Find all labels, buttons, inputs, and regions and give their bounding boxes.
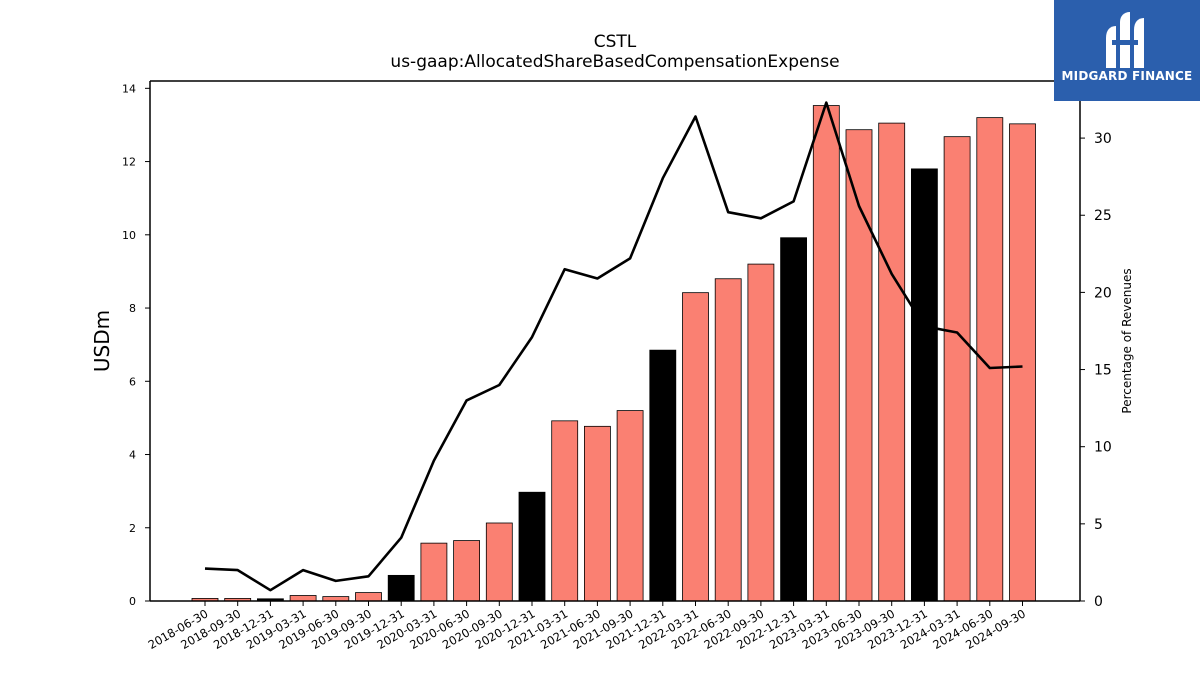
bar [420, 542, 448, 602]
bar [812, 105, 840, 602]
chart-subtitle: us-gaap:AllocatedShareBasedCompensationE… [390, 52, 840, 72]
bar [943, 136, 971, 602]
y-tick-label: 0 [129, 595, 136, 608]
bar-series [191, 105, 1036, 602]
y-axis-label: USDm [90, 310, 114, 372]
y-tick-label: 14 [122, 82, 136, 95]
bar [1009, 123, 1036, 602]
line-revenue-pct [204, 101, 1023, 592]
bar [453, 540, 481, 602]
bar [518, 491, 546, 602]
y-right-tick-label: 0 [1094, 594, 1103, 610]
bar [355, 592, 382, 602]
midgard-logo-icon [1106, 12, 1144, 68]
y-right-axis-label: Percentage of Revenues [1120, 268, 1134, 413]
y-tick-label: 8 [129, 302, 136, 315]
brand-name: MIDGARD FINANCE [1061, 69, 1193, 83]
bar [976, 117, 1004, 602]
y-right-tick-label: 10 [1094, 440, 1112, 456]
y-right-tick-label: 15 [1094, 363, 1112, 379]
y-right-tick-label: 30 [1094, 131, 1112, 147]
bar [714, 278, 742, 602]
bar [780, 237, 807, 602]
bar [551, 420, 579, 602]
y-tick-label: 12 [122, 156, 136, 169]
bar [682, 292, 709, 602]
y-right-tick-label: 25 [1094, 208, 1112, 224]
bar [878, 122, 906, 602]
bar [387, 574, 415, 602]
y-tick-label: 2 [129, 522, 136, 535]
axes [145, 80, 1085, 606]
y-tick-label: 6 [129, 375, 136, 388]
y-right-tick-label: 5 [1094, 517, 1103, 533]
brand-logo: MIDGARD FINANCE [1054, 0, 1200, 101]
bar [747, 263, 775, 602]
bar [845, 129, 873, 602]
y-tick-label: 4 [129, 449, 136, 462]
bar [584, 425, 611, 602]
line-series [204, 101, 1023, 592]
y-right-tick-label: 20 [1094, 285, 1112, 301]
bar [616, 410, 644, 602]
y-tick-label: 10 [122, 229, 136, 242]
bar [649, 349, 677, 602]
bar [485, 522, 513, 602]
bar [911, 168, 938, 602]
chart-title: CSTL [593, 32, 637, 52]
bar [289, 595, 317, 602]
